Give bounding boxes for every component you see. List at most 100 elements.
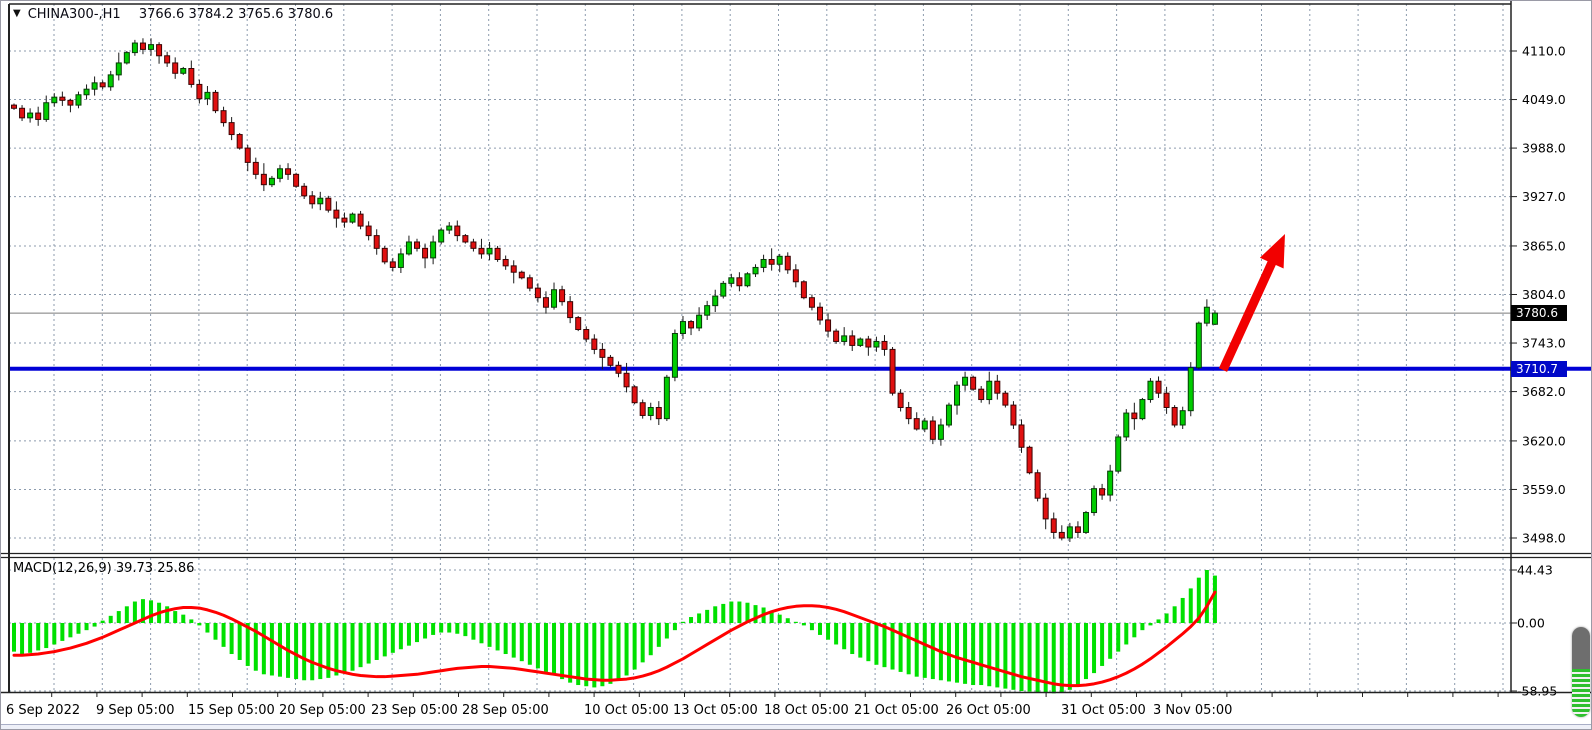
macd-histogram-bar: [1043, 623, 1048, 693]
macd-histogram-bar: [439, 623, 444, 633]
candle-down: [800, 281, 807, 299]
macd-histogram-bar: [431, 623, 436, 635]
macd-histogram-bar: [890, 623, 895, 670]
macd-indicator-label: MACD(12,26,9) 39.73 25.86: [13, 561, 195, 576]
time-axis-label: 28 Sep 05:00: [462, 703, 549, 718]
candle-up: [1139, 399, 1146, 420]
candle-down: [929, 420, 936, 440]
macd-histogram-bar: [52, 623, 57, 645]
candle-down: [607, 356, 614, 366]
macd-histogram-bar: [294, 623, 299, 680]
macd-histogram-bar: [1188, 588, 1193, 623]
macd-histogram-bar: [447, 623, 452, 633]
candle-up: [857, 338, 864, 346]
macd-histogram-bar: [922, 623, 927, 678]
candle-down: [542, 297, 549, 308]
macd-histogram-bar: [221, 623, 226, 647]
macd-histogram-bar: [471, 623, 476, 640]
macd-histogram-bar: [987, 623, 992, 687]
macd-histogram-bar: [648, 623, 653, 656]
macd-histogram-bar: [1075, 623, 1080, 686]
candle-up: [317, 197, 324, 205]
candle-down: [196, 83, 203, 100]
candle-down: [599, 348, 606, 358]
macd-histogram-bar: [479, 623, 484, 644]
candle-down: [164, 55, 171, 64]
macd-histogram-bar: [664, 623, 669, 639]
window-bottom-strip: [1, 724, 1591, 729]
candle-up: [91, 82, 98, 90]
macd-histogram-bar: [689, 617, 694, 623]
macd-histogram-bar: [108, 615, 113, 623]
macd-axis-label: 44.43: [1517, 562, 1553, 577]
macd-histogram-bar: [213, 623, 218, 640]
macd-histogram-bar: [503, 623, 508, 655]
candle-up: [43, 102, 50, 120]
candle-down: [414, 241, 420, 249]
candle-down: [1171, 406, 1178, 426]
candle-up: [430, 241, 437, 259]
macd-histogram-bar: [955, 623, 960, 683]
candle-up: [131, 42, 138, 54]
candle-down: [220, 110, 227, 124]
candle-up: [551, 289, 558, 308]
macd-histogram-bar: [149, 600, 154, 623]
candle-up: [446, 225, 453, 231]
macd-histogram-bar: [979, 623, 984, 686]
candle-down: [970, 376, 977, 390]
candle-down: [768, 258, 775, 265]
candle-down: [188, 68, 195, 85]
candle-up: [1091, 488, 1098, 514]
candle-down: [865, 338, 872, 348]
candle-up: [438, 229, 445, 243]
macd-histogram-bar: [592, 623, 597, 688]
macd-histogram-bar: [624, 623, 629, 676]
price-axis-label: 3559.0: [1522, 482, 1566, 497]
macd-histogram-bar: [963, 623, 968, 684]
macd-histogram-bar: [100, 620, 105, 623]
candle-up: [51, 96, 58, 104]
ohlc-values: 3766.6 3784.2 3765.6 3780.6: [138, 7, 334, 22]
macd-signal-line: [12, 590, 1217, 688]
candle-up: [1211, 312, 1218, 325]
candle-down: [212, 91, 219, 112]
macd-histogram-bar: [237, 623, 242, 660]
macd-histogram-bar: [350, 623, 355, 671]
candle-up: [123, 52, 130, 64]
macd-histogram-bar: [713, 606, 718, 623]
macd-histogram-bar: [930, 623, 935, 680]
macd-histogram-bar: [818, 623, 822, 635]
candle-down: [260, 173, 267, 186]
macd-histogram-bar: [253, 623, 258, 671]
macd-histogram-bar: [745, 602, 750, 623]
candle-down: [422, 247, 429, 259]
macd-histogram-bar: [535, 623, 540, 669]
macd-histogram-bar: [1059, 623, 1064, 693]
macd-histogram-bar: [1003, 623, 1008, 689]
symbol-period-label: CHINA300-,H1: [27, 7, 121, 22]
candle-down: [994, 380, 1001, 394]
trend-arrow[interactable]: [1218, 234, 1285, 372]
macd-histogram-bar: [511, 623, 516, 658]
macd-histogram-bar: [721, 603, 726, 623]
symbol-dropdown-icon[interactable]: ▼: [13, 8, 21, 19]
price-axis-label: 3927.0: [1522, 189, 1566, 204]
candle-down: [252, 161, 259, 175]
macd-histogram-bar: [1204, 569, 1209, 623]
macd-histogram-bar: [809, 623, 814, 631]
candle-down: [494, 247, 501, 260]
candle-down: [1010, 404, 1017, 426]
candle-down: [639, 402, 646, 416]
macd-histogram-bar: [826, 623, 831, 640]
candle-down: [688, 321, 695, 329]
candle-down: [1018, 424, 1025, 448]
candle-up: [954, 384, 961, 406]
macd-histogram-bar: [1156, 619, 1161, 623]
support-line[interactable]: [9, 366, 1592, 371]
candle-up: [27, 112, 34, 119]
macd-histogram-bar: [906, 623, 911, 675]
macd-histogram-bar: [914, 623, 919, 677]
candle-up: [349, 213, 356, 223]
